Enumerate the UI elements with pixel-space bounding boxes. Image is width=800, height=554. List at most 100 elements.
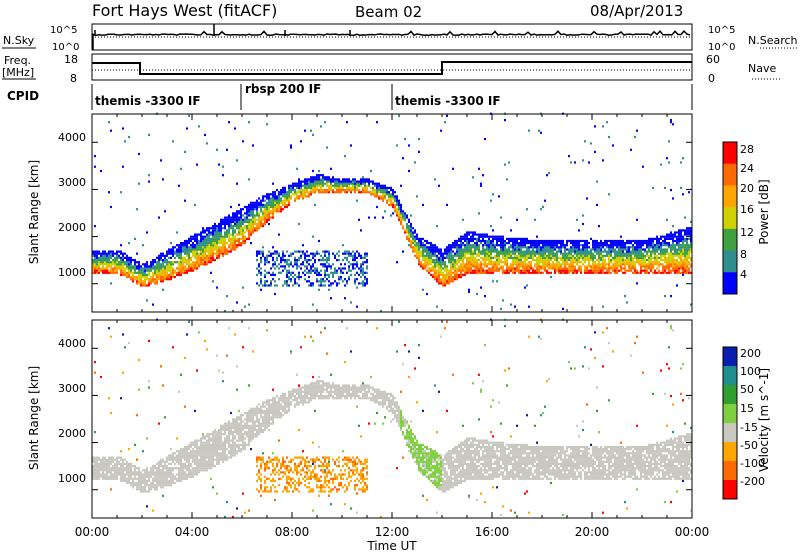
power-cell bbox=[222, 222, 224, 226]
power-cell bbox=[524, 239, 526, 243]
power-cell bbox=[632, 263, 634, 266]
power-cell bbox=[210, 239, 212, 243]
power-cell bbox=[348, 184, 350, 187]
power-cell bbox=[100, 267, 102, 270]
velocity-cell bbox=[130, 475, 132, 478]
power-cell bbox=[548, 250, 550, 253]
power-cell bbox=[216, 250, 218, 253]
power-cell bbox=[320, 263, 322, 266]
velocity-cell bbox=[100, 467, 102, 470]
power-cell bbox=[108, 263, 110, 266]
power-cell bbox=[684, 246, 686, 249]
power-cell bbox=[406, 214, 408, 217]
power-cell bbox=[614, 250, 616, 253]
power-cell bbox=[244, 305, 246, 308]
power-cell bbox=[208, 229, 210, 232]
power-cell bbox=[362, 176, 364, 179]
power-cell bbox=[508, 250, 510, 253]
power-cell bbox=[542, 244, 544, 247]
power-cell bbox=[434, 263, 436, 266]
power-cell bbox=[230, 220, 232, 223]
power-cell bbox=[510, 237, 512, 240]
power-cell bbox=[282, 186, 284, 189]
power-cell bbox=[658, 252, 660, 255]
velocity-cell bbox=[184, 465, 186, 468]
power-cell bbox=[678, 256, 680, 259]
power-cell bbox=[540, 250, 542, 253]
power-cell bbox=[254, 214, 256, 217]
power-cell bbox=[384, 186, 386, 189]
power-cell bbox=[536, 265, 538, 268]
power-cell bbox=[522, 254, 524, 257]
power-cell bbox=[162, 271, 164, 274]
power-cell bbox=[482, 256, 484, 259]
power-cell bbox=[436, 269, 438, 272]
velocity-cell bbox=[114, 469, 116, 472]
power-cell bbox=[622, 244, 624, 247]
power-cell bbox=[496, 261, 498, 264]
power-cell bbox=[308, 180, 310, 183]
power-cell bbox=[250, 212, 252, 215]
power-cell bbox=[286, 261, 288, 264]
velocity-cell bbox=[160, 458, 162, 461]
power-cell bbox=[126, 265, 128, 268]
velocity-cell bbox=[108, 462, 110, 465]
power-cell bbox=[672, 246, 674, 249]
power-cell bbox=[678, 229, 680, 232]
power-cell bbox=[540, 242, 542, 245]
power-cell bbox=[484, 233, 486, 236]
power-cell bbox=[282, 254, 284, 257]
power-cell bbox=[608, 269, 610, 272]
power-cell bbox=[438, 261, 440, 264]
power-cell bbox=[366, 191, 368, 194]
power-cell bbox=[150, 278, 152, 281]
power-cell bbox=[312, 180, 314, 183]
power-cell bbox=[360, 180, 362, 183]
power-cell bbox=[314, 191, 316, 194]
velocity-cell bbox=[102, 462, 104, 465]
power-cell bbox=[486, 271, 488, 274]
power-cell bbox=[276, 256, 278, 259]
power-cell bbox=[198, 244, 200, 247]
power-cell bbox=[244, 227, 246, 230]
power-cell bbox=[686, 242, 688, 245]
power-cell bbox=[650, 239, 652, 243]
power-cell bbox=[670, 246, 672, 249]
power-cell bbox=[458, 246, 460, 249]
power-cell bbox=[354, 254, 356, 257]
power-cell bbox=[606, 252, 608, 255]
power-cell bbox=[94, 265, 96, 268]
power-cell bbox=[336, 191, 338, 194]
power-cell bbox=[202, 252, 204, 255]
power-cell bbox=[124, 273, 126, 276]
velocity-cell bbox=[122, 467, 124, 470]
velocity-cell bbox=[134, 469, 136, 472]
power-cell bbox=[192, 254, 194, 257]
power-cell bbox=[262, 197, 264, 200]
power-cell bbox=[236, 227, 238, 230]
power-cell bbox=[648, 271, 650, 274]
power-cell bbox=[652, 239, 654, 243]
power-cell bbox=[642, 252, 644, 255]
power-cell bbox=[196, 248, 198, 251]
velocity-cell bbox=[116, 460, 118, 463]
power-cell bbox=[182, 259, 184, 262]
power-cell bbox=[608, 265, 610, 268]
velocity-cell bbox=[160, 477, 162, 480]
velocity-cell bbox=[116, 473, 118, 476]
power-cell bbox=[592, 248, 594, 251]
power-cell bbox=[216, 254, 218, 257]
power-cell bbox=[566, 248, 568, 251]
velocity-cell bbox=[172, 477, 174, 480]
power-cell bbox=[508, 242, 510, 245]
power-cell bbox=[628, 269, 630, 272]
power-cell bbox=[118, 250, 120, 253]
power-cell bbox=[622, 248, 624, 251]
power-cell bbox=[266, 203, 268, 206]
power-cell bbox=[676, 244, 678, 247]
power-cell bbox=[260, 225, 262, 228]
power-cell bbox=[542, 261, 544, 264]
power-cell bbox=[210, 250, 212, 253]
power-cell bbox=[540, 254, 542, 257]
power-cell bbox=[574, 252, 576, 255]
